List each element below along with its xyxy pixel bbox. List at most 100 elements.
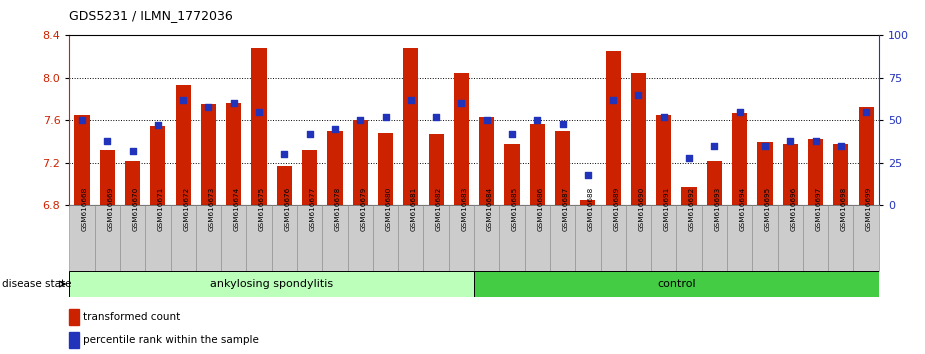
Text: percentile rank within the sample: percentile rank within the sample: [83, 335, 259, 346]
Text: GDS5231 / ILMN_1772036: GDS5231 / ILMN_1772036: [69, 9, 233, 22]
Bar: [758, 142, 772, 205]
Bar: [69, 205, 94, 271]
Bar: [550, 205, 575, 271]
Text: GSM616687: GSM616687: [562, 187, 569, 231]
Bar: [125, 161, 141, 205]
Bar: [682, 187, 697, 205]
Bar: [100, 150, 115, 205]
Bar: [600, 205, 626, 271]
Text: GSM616688: GSM616688: [588, 187, 594, 231]
Text: GSM616686: GSM616686: [537, 187, 543, 231]
Bar: [277, 166, 292, 205]
Bar: [808, 139, 823, 205]
Bar: [94, 205, 120, 271]
Bar: [833, 144, 848, 205]
Text: GSM616691: GSM616691: [664, 187, 670, 231]
Point: [176, 97, 191, 103]
Point: [100, 138, 115, 144]
Bar: [252, 48, 266, 205]
Bar: [727, 205, 752, 271]
Point: [505, 131, 520, 137]
Bar: [858, 107, 874, 205]
Text: GSM616674: GSM616674: [234, 187, 240, 231]
Point: [858, 109, 873, 115]
Text: GSM616683: GSM616683: [462, 187, 467, 231]
Point: [682, 155, 697, 161]
Point: [277, 152, 291, 157]
Text: GSM616690: GSM616690: [638, 187, 645, 231]
Bar: [403, 48, 418, 205]
Point: [707, 143, 722, 149]
Bar: [120, 205, 145, 271]
Text: transformed count: transformed count: [83, 312, 180, 322]
Point: [252, 109, 266, 115]
Point: [75, 118, 90, 123]
Text: control: control: [657, 279, 696, 289]
Point: [581, 172, 596, 178]
Point: [555, 121, 570, 127]
Bar: [352, 120, 368, 205]
Bar: [803, 205, 828, 271]
Bar: [424, 205, 449, 271]
Bar: [575, 205, 600, 271]
Text: GSM616694: GSM616694: [740, 187, 746, 231]
Point: [808, 138, 823, 144]
Bar: [348, 205, 373, 271]
Bar: [221, 205, 246, 271]
Text: disease state: disease state: [2, 279, 71, 289]
Point: [479, 118, 494, 123]
Point: [352, 118, 367, 123]
Text: ankylosing spondylitis: ankylosing spondylitis: [210, 279, 333, 289]
Text: GSM616671: GSM616671: [158, 187, 164, 231]
Text: GSM616693: GSM616693: [714, 187, 721, 231]
Point: [378, 114, 393, 120]
Bar: [428, 134, 444, 205]
Bar: [676, 205, 702, 271]
Bar: [555, 131, 570, 205]
Bar: [783, 144, 797, 205]
Point: [657, 114, 672, 120]
Bar: [302, 150, 317, 205]
Text: GSM616678: GSM616678: [335, 187, 341, 231]
Text: GSM616696: GSM616696: [790, 187, 796, 231]
Text: GSM616698: GSM616698: [841, 187, 846, 231]
Point: [606, 97, 621, 103]
Bar: [454, 73, 469, 205]
Point: [227, 101, 241, 106]
Point: [302, 131, 317, 137]
Text: GSM616685: GSM616685: [512, 187, 518, 231]
Bar: [201, 104, 216, 205]
Point: [454, 101, 469, 106]
Text: GSM616689: GSM616689: [613, 187, 619, 231]
Bar: [69, 309, 80, 325]
Bar: [530, 124, 545, 205]
Bar: [854, 205, 879, 271]
Point: [530, 118, 545, 123]
Bar: [778, 205, 803, 271]
Point: [151, 122, 166, 128]
Point: [631, 92, 646, 98]
Bar: [150, 126, 166, 205]
Bar: [702, 205, 727, 271]
Text: GSM616673: GSM616673: [208, 187, 215, 231]
Bar: [732, 113, 747, 205]
Bar: [828, 205, 854, 271]
Bar: [580, 200, 596, 205]
Bar: [707, 161, 722, 205]
Point: [733, 109, 747, 115]
Bar: [524, 205, 550, 271]
Bar: [170, 205, 196, 271]
Point: [201, 104, 216, 110]
Text: GSM616668: GSM616668: [82, 187, 88, 231]
Point: [758, 143, 772, 149]
Bar: [196, 205, 221, 271]
Point: [327, 126, 342, 132]
Point: [833, 143, 848, 149]
Bar: [631, 73, 646, 205]
Text: GSM616692: GSM616692: [689, 187, 695, 231]
Bar: [373, 205, 398, 271]
Text: GSM616680: GSM616680: [386, 187, 391, 231]
Bar: [474, 205, 500, 271]
Text: GSM616697: GSM616697: [816, 187, 821, 231]
Bar: [246, 205, 272, 271]
